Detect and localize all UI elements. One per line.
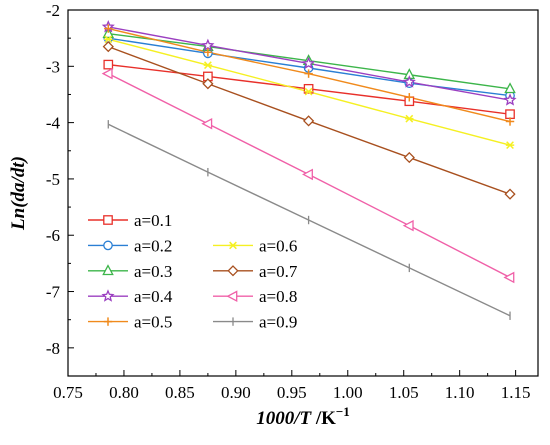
y-tick-label: -4	[46, 114, 61, 133]
data-point-series-8	[101, 67, 113, 80]
x-tick-label: 0.85	[165, 383, 195, 402]
data-point-series-5	[203, 48, 213, 57]
data-point-series-3	[102, 27, 115, 38]
data-point-series-5	[505, 117, 515, 126]
data-point-series-3	[504, 82, 516, 94]
x-tick-label: 0.95	[277, 383, 307, 402]
y-tick-label: -8	[46, 339, 60, 358]
data-point-series-6	[405, 114, 414, 123]
data-point-series-5	[405, 93, 414, 102]
legend-item: a=0.3	[88, 262, 172, 281]
data-point-series-6	[203, 61, 213, 70]
legend-item: a=0.7	[213, 262, 298, 281]
x-tick-label: 1.15	[501, 383, 531, 402]
legend-marker	[102, 264, 114, 276]
data-point-series-7	[102, 40, 114, 53]
data-point-series-8	[302, 168, 313, 181]
legend-label: a=0.4	[134, 287, 173, 306]
legend-marker	[227, 265, 239, 277]
legend-label: a=0.6	[259, 236, 297, 255]
legend-label: a=0.7	[259, 262, 298, 281]
data-point-series-4	[302, 56, 316, 70]
data-point-series-7	[504, 188, 516, 200]
legend-label: a=0.2	[134, 236, 172, 255]
data-point-series-1	[505, 109, 515, 120]
legend-label: a=0.9	[259, 313, 297, 332]
data-point-series-4	[201, 38, 215, 52]
x-tick-label: 0.75	[53, 383, 83, 402]
x-tick-label: 1.10	[445, 383, 475, 402]
data-point-series-7	[403, 151, 415, 164]
legend-label: a=0.5	[134, 313, 172, 332]
data-point-series-7	[302, 115, 315, 127]
legend: a=0.1 a=0.2 a=0.3 a=0.4 a=0.5 a=0.6 a=0.7 a=0.8…	[88, 211, 298, 332]
legend-label: a=0.3	[134, 262, 172, 281]
legend-item: a=0.9	[213, 313, 297, 332]
data-point-series-8	[503, 271, 515, 284]
data-point-series-8	[201, 117, 213, 130]
y-tick-label: -5	[46, 170, 60, 189]
y-tick-label: -7	[46, 283, 61, 302]
x-tick-label: 0.90	[221, 383, 251, 402]
plot-frame	[67, 9, 539, 377]
legend-label: a=0.8	[259, 287, 297, 306]
data-point-series-4	[402, 75, 416, 88]
legend-marker	[103, 215, 113, 225]
data-point-series-8	[402, 219, 414, 232]
x-axis-title: 1000/T /K−1	[256, 404, 350, 429]
legend-marker	[226, 290, 238, 302]
x-tick-label: 0.80	[109, 383, 139, 402]
axis-ticks: 0.75 0.80 0.85 0.90 0.95 1.00 1.05 1.10 1.15 -8 -7…	[46, 1, 531, 402]
data-point-series-5	[104, 24, 113, 33]
legend-marker	[101, 289, 115, 302]
legend-item: a=0.8	[213, 287, 297, 306]
y-tick-label: -6	[46, 226, 60, 245]
data-point-series-5	[304, 69, 313, 78]
series-markers	[101, 19, 517, 320]
legend-marker	[103, 240, 113, 251]
data-point-series-6	[104, 35, 113, 44]
data-point-series-4	[503, 93, 517, 106]
legend-label: a=0.1	[134, 211, 172, 230]
legend-item: a=0.1	[88, 211, 172, 230]
legend-item: a=0.4	[88, 287, 173, 306]
data-point-series-1	[103, 59, 114, 70]
y-tick-label: -3	[46, 57, 60, 76]
legend-marker	[103, 317, 113, 326]
data-point-series-7	[202, 78, 214, 90]
data-point-series-6	[505, 141, 515, 150]
legend-item: a=0.5	[88, 313, 172, 332]
legend-marker	[228, 241, 238, 250]
y-tick-label: -2	[46, 1, 60, 20]
legend-item: a=0.2	[88, 236, 172, 255]
legend-item: a=0.6	[213, 236, 297, 255]
data-point-series-6	[304, 87, 313, 96]
x-tick-label: 1.00	[333, 383, 363, 402]
data-point-series-1	[303, 83, 314, 94]
x-tick-label: 1.05	[389, 383, 419, 402]
y-axis-title: Ln(da/dt)	[8, 156, 29, 231]
